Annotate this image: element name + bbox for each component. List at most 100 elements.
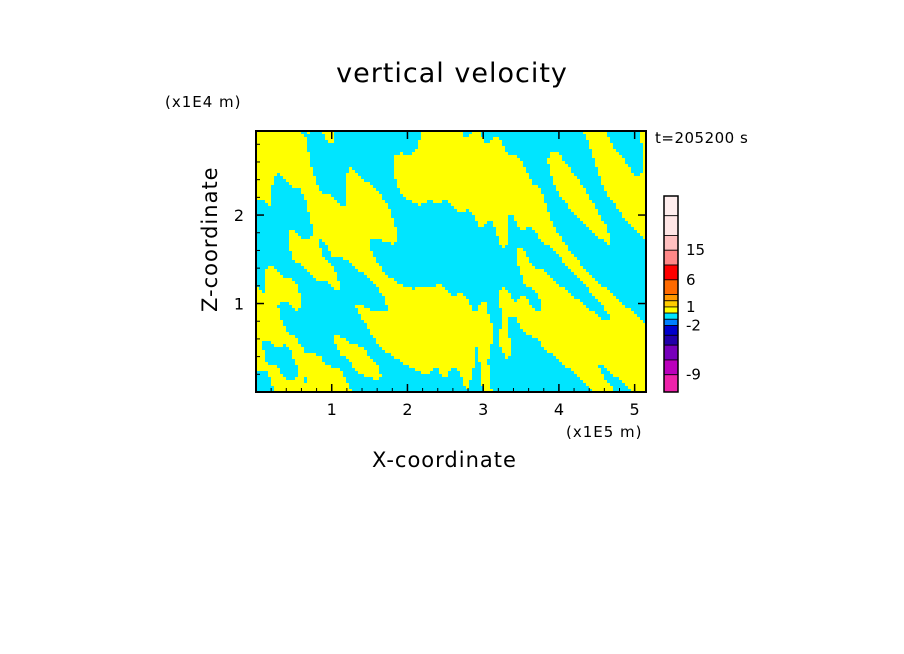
z-tick-label: 2 — [234, 206, 244, 225]
positive-cell — [310, 218, 394, 221]
positive-cell — [256, 293, 301, 296]
positive-cell — [592, 149, 616, 152]
positive-cell — [616, 206, 646, 209]
positive-cell — [268, 374, 283, 377]
positive-cell — [619, 209, 646, 212]
positive-cell — [364, 272, 385, 275]
positive-cell — [352, 365, 379, 368]
positive-cell — [502, 317, 508, 320]
positive-cell — [499, 305, 532, 308]
positive-cell — [289, 233, 298, 236]
positive-cell — [385, 350, 475, 353]
positive-cell — [358, 311, 487, 314]
positive-cell — [256, 170, 313, 173]
positive-cell — [595, 161, 625, 164]
positive-cell — [577, 275, 592, 278]
positive-cell — [583, 380, 607, 383]
positive-cell — [388, 308, 472, 311]
positive-cell — [472, 212, 550, 215]
positive-cell — [301, 263, 331, 266]
positive-cell — [415, 149, 505, 152]
positive-cell — [496, 230, 508, 233]
positive-cell — [307, 131, 310, 134]
positive-cell — [421, 137, 484, 140]
positive-cell — [502, 320, 508, 323]
positive-cell — [607, 242, 610, 245]
positive-cell — [478, 305, 487, 308]
positive-cell — [325, 137, 334, 140]
positive-cell — [307, 380, 346, 383]
positive-cell — [256, 332, 289, 335]
positive-cell — [559, 359, 646, 362]
positive-cell — [481, 377, 490, 380]
positive-cell — [271, 380, 304, 383]
positive-cell — [256, 287, 259, 290]
positive-cell — [586, 137, 610, 140]
positive-cell — [595, 233, 610, 236]
positive-cell — [355, 305, 364, 308]
positive-cell — [313, 233, 397, 236]
positive-cell — [520, 296, 526, 299]
positive-cell — [325, 242, 370, 245]
positive-cell — [541, 341, 646, 344]
positive-cell — [256, 137, 307, 140]
positive-cell — [499, 341, 511, 344]
positive-cell — [289, 242, 319, 245]
positive-cell — [466, 386, 469, 389]
positive-cell — [322, 131, 334, 134]
positive-cell — [619, 377, 646, 380]
positive-cell — [373, 377, 379, 380]
positive-cell — [478, 359, 487, 362]
positive-cell — [325, 134, 334, 137]
positive-cell — [256, 308, 280, 311]
positive-cell — [520, 323, 646, 326]
positive-cell — [349, 170, 355, 173]
positive-cell — [346, 203, 388, 206]
positive-cell — [265, 281, 295, 284]
positive-cell — [256, 143, 307, 146]
positive-cell — [517, 317, 601, 320]
positive-cell — [478, 308, 487, 311]
positive-cell — [289, 347, 304, 350]
positive-cell — [394, 170, 526, 173]
colorbar-segment — [663, 318, 679, 326]
positive-cell — [520, 326, 646, 329]
colorbar-segment — [663, 235, 679, 251]
positive-cell — [493, 221, 508, 224]
positive-cell — [505, 353, 511, 356]
positive-cell — [604, 305, 625, 308]
colorbar-segment — [663, 264, 679, 281]
positive-cell — [274, 389, 352, 392]
positive-cell — [478, 353, 490, 356]
positive-cell — [589, 287, 607, 290]
positive-cell — [403, 362, 475, 365]
axes: 1 2 3 4 5 1 2 — [234, 131, 646, 419]
positive-cell — [343, 257, 376, 260]
positive-cell — [409, 365, 475, 368]
positive-cell — [367, 326, 493, 329]
positive-cell — [256, 335, 295, 338]
positive-cell — [328, 281, 340, 284]
positive-cell — [451, 203, 547, 206]
colorbar-segment — [663, 300, 679, 308]
positive-cell — [562, 362, 646, 365]
positive-cell — [622, 215, 646, 218]
positive-cell — [256, 302, 280, 305]
positive-cell — [583, 281, 598, 284]
positive-cell — [358, 371, 379, 374]
positive-cell — [547, 158, 562, 161]
positive-cell — [640, 173, 646, 176]
positive-cell — [394, 155, 517, 158]
positive-cell — [298, 371, 343, 374]
positive-cell — [292, 185, 319, 188]
positive-cell — [307, 206, 388, 209]
positive-cell — [610, 197, 646, 200]
positive-cell — [265, 272, 280, 275]
colorbar-segment — [663, 279, 679, 296]
z-unit-label: (x1E4 m) — [165, 93, 242, 111]
positive-cell — [568, 206, 595, 209]
positive-cell — [256, 338, 298, 341]
positive-cell — [256, 149, 307, 152]
